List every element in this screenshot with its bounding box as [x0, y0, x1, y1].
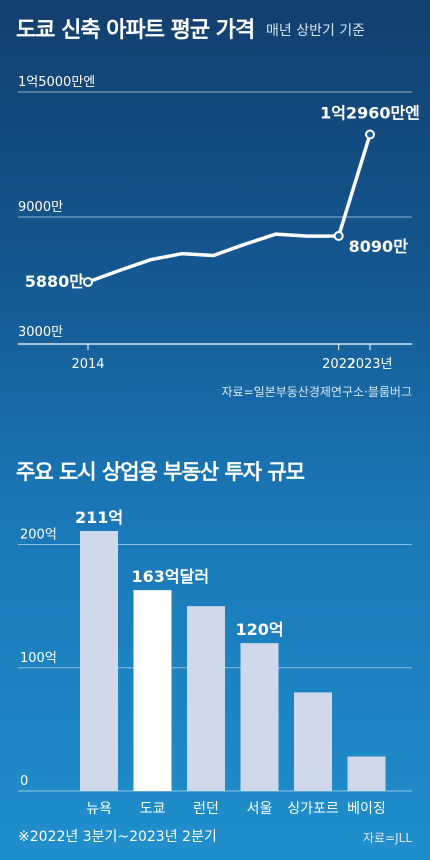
y-tick-label: 100억: [20, 651, 57, 666]
data-label: 1억2960만엔: [320, 104, 420, 123]
bar: [294, 692, 332, 791]
data-label: 5880만: [25, 272, 85, 291]
y-tick-label: 9000만: [18, 200, 63, 215]
x-tick-label: 2022: [322, 357, 355, 372]
chart2-note: ※2022년 3분기~2023년 2분기: [18, 829, 217, 845]
category-label: 서울: [247, 801, 273, 817]
chart1-source: 자료=일본부동산경제연구소·블룸버그: [221, 385, 412, 399]
x-tick-label: 2023년: [347, 357, 392, 372]
data-point: [83, 277, 93, 287]
data-label: 163억달러: [132, 567, 210, 586]
data-label: 211억: [75, 508, 123, 527]
bar: [347, 756, 386, 791]
series-line: [86, 132, 372, 284]
category-label: 뉴욕: [86, 801, 112, 817]
data-label: 8090만: [349, 237, 409, 256]
category-label: 도쿄: [140, 801, 166, 817]
y-tick-label: 0: [20, 774, 28, 789]
y-tick-label: 1억5000만엔: [18, 75, 95, 90]
data-label: 120억: [235, 620, 283, 639]
x-tick-label: 2014: [71, 357, 104, 372]
bar: [80, 531, 118, 791]
data-point: [365, 129, 375, 140]
category-label: 런던: [193, 801, 219, 817]
data-point: [333, 230, 344, 241]
y-tick-label: 200억: [20, 528, 57, 543]
chart1-subtitle: 매년 상반기 기준: [266, 23, 366, 39]
chart1-title: 도쿄 신축 아파트 평균 가격: [16, 18, 255, 43]
category-label: 싱가포르: [287, 801, 339, 817]
bar: [240, 643, 279, 791]
bar: [133, 590, 172, 791]
y-tick-label: 3000만: [18, 325, 63, 340]
chart2-title: 주요 도시 상업용 부동산 투자 규모: [16, 460, 305, 484]
category-label: 베이징: [347, 801, 386, 817]
bar: [187, 606, 225, 791]
chart2-source: 자료=JLL: [363, 831, 412, 845]
